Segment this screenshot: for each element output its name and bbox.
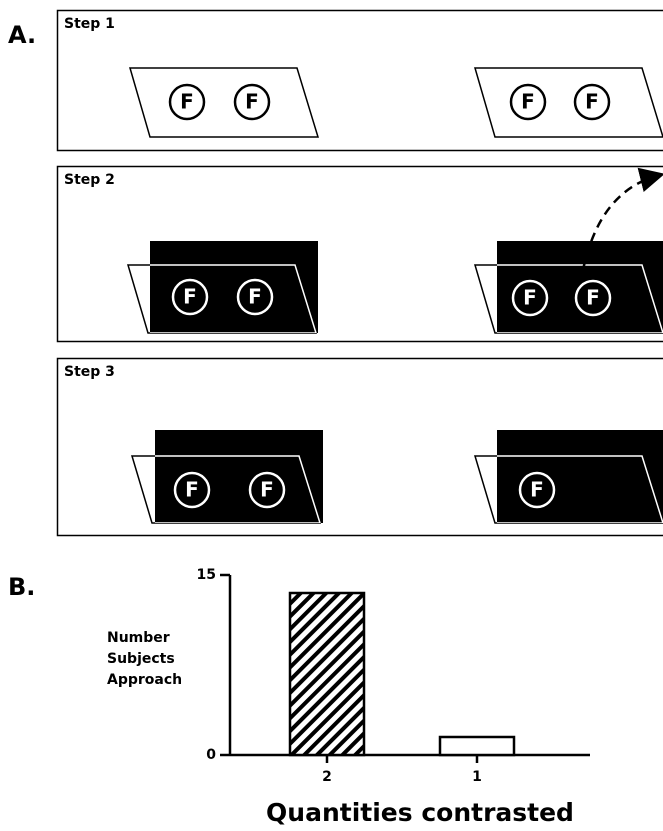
step-title: Step 2 [64, 172, 115, 188]
step-title: Step 3 [64, 364, 115, 380]
panel-label: B. [8, 573, 35, 601]
canvas: A. B. Step 1 Step 2 Step 3 F F F F F F F F F F F 0 15 2… [0, 0, 663, 831]
y-tick-label: 15 [197, 567, 216, 583]
food-label: F [530, 478, 544, 502]
food-label: F [248, 285, 262, 309]
y-tick-label: 0 [206, 747, 216, 763]
food-label: F [523, 286, 537, 310]
step-title: Step 1 [64, 16, 115, 32]
x-tick-label: 2 [322, 769, 332, 785]
screen [497, 430, 663, 523]
plate [130, 68, 318, 137]
food-label: F [245, 90, 259, 114]
food-label: F [183, 285, 197, 309]
food-label: F [180, 90, 194, 114]
y-axis-label: Number Subjects Approach [107, 628, 207, 691]
food-label: F [585, 90, 599, 114]
plate [475, 68, 663, 137]
food-label: F [586, 286, 600, 310]
food-label: F [185, 478, 199, 502]
panel-label: A. [8, 21, 36, 49]
bar [440, 737, 514, 755]
x-axis-label: Quantities contrasted [266, 798, 574, 827]
food-label: F [521, 90, 535, 114]
bar [290, 593, 364, 755]
food-label: F [260, 478, 274, 502]
x-tick-label: 1 [472, 769, 482, 785]
figure: A. B. Step 1 Step 2 Step 3 F F F F F F F F F F F 0 15 2… [0, 0, 663, 831]
